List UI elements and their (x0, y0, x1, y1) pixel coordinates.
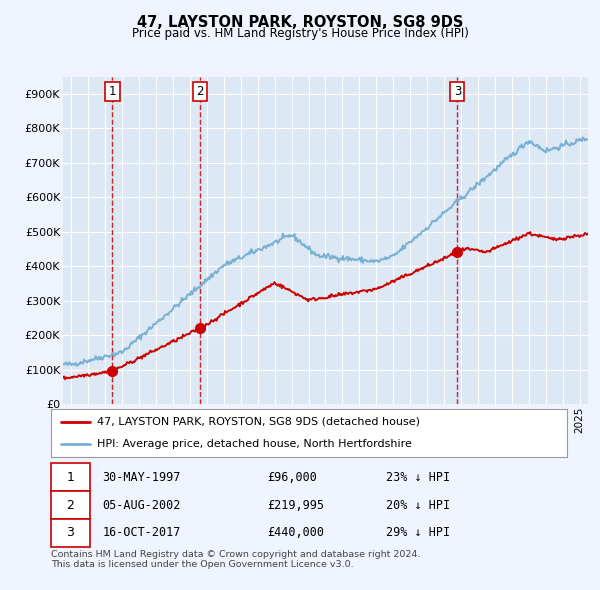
Text: 2: 2 (196, 85, 204, 98)
Text: 1: 1 (67, 471, 74, 484)
Text: Contains HM Land Registry data © Crown copyright and database right 2024.
This d: Contains HM Land Registry data © Crown c… (51, 550, 421, 569)
Text: 47, LAYSTON PARK, ROYSTON, SG8 9DS: 47, LAYSTON PARK, ROYSTON, SG8 9DS (137, 15, 463, 30)
Text: 29% ↓ HPI: 29% ↓ HPI (386, 526, 451, 539)
FancyBboxPatch shape (51, 463, 90, 491)
FancyBboxPatch shape (51, 491, 90, 519)
Text: 30-MAY-1997: 30-MAY-1997 (103, 471, 181, 484)
Text: 3: 3 (454, 85, 461, 98)
Text: HPI: Average price, detached house, North Hertfordshire: HPI: Average price, detached house, Nort… (97, 439, 412, 449)
Text: 05-AUG-2002: 05-AUG-2002 (103, 499, 181, 512)
Text: Price paid vs. HM Land Registry's House Price Index (HPI): Price paid vs. HM Land Registry's House … (131, 27, 469, 40)
Text: 1: 1 (109, 85, 116, 98)
Text: 2: 2 (67, 499, 74, 512)
Text: £96,000: £96,000 (268, 471, 317, 484)
Text: 23% ↓ HPI: 23% ↓ HPI (386, 471, 451, 484)
Text: £440,000: £440,000 (268, 526, 325, 539)
FancyBboxPatch shape (51, 519, 90, 547)
Text: 20% ↓ HPI: 20% ↓ HPI (386, 499, 451, 512)
Text: 3: 3 (67, 526, 74, 539)
Text: 16-OCT-2017: 16-OCT-2017 (103, 526, 181, 539)
Text: 47, LAYSTON PARK, ROYSTON, SG8 9DS (detached house): 47, LAYSTON PARK, ROYSTON, SG8 9DS (deta… (97, 417, 421, 427)
Text: £219,995: £219,995 (268, 499, 325, 512)
